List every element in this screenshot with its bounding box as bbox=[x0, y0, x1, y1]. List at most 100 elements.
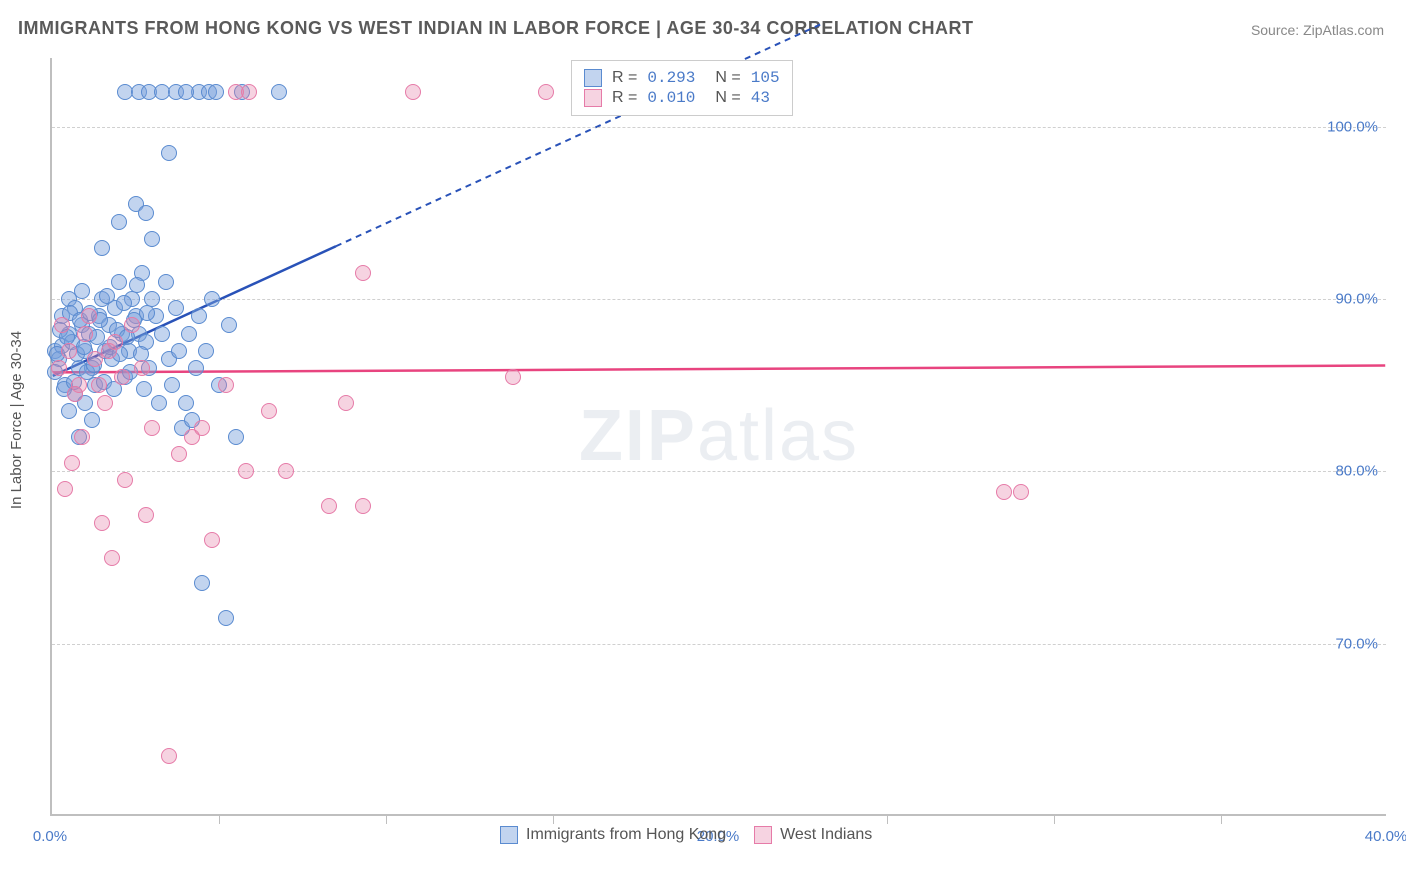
scatter-point bbox=[168, 300, 184, 316]
stats-legend: R = 0.293 N = 105 R =0.010N = 43 bbox=[571, 60, 793, 116]
legend-item: Immigrants from Hong Kong bbox=[500, 826, 726, 844]
x-tick bbox=[887, 814, 888, 824]
scatter-point bbox=[114, 369, 130, 385]
r-value: 0.293 bbox=[647, 69, 695, 87]
plot-area: ZIPatlas 70.0%80.0%90.0%100.0% bbox=[50, 58, 1386, 816]
scatter-point bbox=[99, 288, 115, 304]
scatter-point bbox=[238, 463, 254, 479]
legend-swatch bbox=[500, 826, 518, 844]
n-label: N = bbox=[715, 89, 740, 107]
y-tick-label: 70.0% bbox=[1335, 635, 1378, 652]
scatter-point bbox=[91, 377, 107, 393]
series-legend: Immigrants from Hong Kong West Indians bbox=[500, 826, 872, 844]
scatter-point bbox=[61, 403, 77, 419]
scatter-point bbox=[221, 317, 237, 333]
n-value: 105 bbox=[751, 69, 780, 87]
scatter-point bbox=[117, 472, 133, 488]
scatter-point bbox=[261, 403, 277, 419]
scatter-point bbox=[538, 84, 554, 100]
x-tick bbox=[1054, 814, 1055, 824]
scatter-point bbox=[97, 395, 113, 411]
scatter-point bbox=[321, 498, 337, 514]
legend-item: West Indians bbox=[754, 826, 872, 844]
y-tick-label: 80.0% bbox=[1335, 463, 1378, 480]
scatter-point bbox=[134, 360, 150, 376]
r-label: R = bbox=[612, 69, 637, 87]
regression-line-dashed bbox=[336, 24, 822, 247]
scatter-point bbox=[77, 326, 93, 342]
x-tick-label: 40.0% bbox=[1365, 828, 1406, 845]
scatter-point bbox=[178, 395, 194, 411]
legend-swatch bbox=[584, 89, 602, 107]
scatter-point bbox=[61, 343, 77, 359]
scatter-point bbox=[94, 240, 110, 256]
scatter-point bbox=[64, 455, 80, 471]
scatter-point bbox=[138, 205, 154, 221]
y-tick-label: 90.0% bbox=[1335, 291, 1378, 308]
x-tick-label: 0.0% bbox=[33, 828, 67, 845]
y-axis-label: In Labor Force | Age 30-34 bbox=[8, 331, 25, 509]
scatter-point bbox=[204, 532, 220, 548]
n-value: 43 bbox=[751, 89, 770, 107]
scatter-point bbox=[158, 274, 174, 290]
scatter-point bbox=[116, 295, 132, 311]
scatter-point bbox=[1013, 484, 1029, 500]
stats-legend-row: R =0.010N = 43 bbox=[584, 89, 780, 107]
scatter-point bbox=[161, 748, 177, 764]
scatter-point bbox=[204, 291, 220, 307]
scatter-point bbox=[271, 84, 287, 100]
scatter-point bbox=[111, 274, 127, 290]
scatter-point bbox=[54, 317, 70, 333]
scatter-point bbox=[67, 386, 83, 402]
scatter-point bbox=[355, 498, 371, 514]
scatter-point bbox=[104, 550, 120, 566]
y-tick-label: 100.0% bbox=[1327, 118, 1378, 135]
gridline bbox=[52, 127, 1386, 128]
scatter-point bbox=[138, 507, 154, 523]
scatter-point bbox=[228, 429, 244, 445]
regression-line bbox=[53, 366, 1385, 373]
scatter-point bbox=[139, 305, 155, 321]
scatter-point bbox=[405, 84, 421, 100]
scatter-point bbox=[278, 463, 294, 479]
scatter-point bbox=[171, 446, 187, 462]
gridline bbox=[52, 644, 1386, 645]
scatter-point bbox=[124, 317, 140, 333]
scatter-point bbox=[178, 84, 194, 100]
scatter-point bbox=[188, 360, 204, 376]
scatter-point bbox=[74, 283, 90, 299]
n-label: N = bbox=[715, 69, 740, 87]
scatter-point bbox=[241, 84, 257, 100]
scatter-point bbox=[84, 412, 100, 428]
scatter-point bbox=[171, 343, 187, 359]
scatter-point bbox=[81, 308, 97, 324]
scatter-point bbox=[94, 515, 110, 531]
scatter-point bbox=[218, 610, 234, 626]
scatter-point bbox=[129, 277, 145, 293]
scatter-point bbox=[338, 395, 354, 411]
scatter-point bbox=[198, 343, 214, 359]
gridline bbox=[52, 299, 1386, 300]
r-label: R = bbox=[612, 89, 637, 107]
scatter-point bbox=[164, 377, 180, 393]
x-tick bbox=[219, 814, 220, 824]
scatter-point bbox=[51, 360, 67, 376]
scatter-point bbox=[154, 326, 170, 342]
scatter-point bbox=[184, 429, 200, 445]
scatter-point bbox=[74, 429, 90, 445]
legend-label: West Indians bbox=[780, 826, 872, 844]
scatter-point bbox=[355, 265, 371, 281]
scatter-point bbox=[57, 481, 73, 497]
scatter-point bbox=[505, 369, 521, 385]
source-label: Source: ZipAtlas.com bbox=[1251, 22, 1384, 38]
legend-swatch bbox=[584, 69, 602, 87]
x-tick bbox=[553, 814, 554, 824]
x-tick bbox=[386, 814, 387, 824]
scatter-point bbox=[136, 381, 152, 397]
scatter-point bbox=[996, 484, 1012, 500]
scatter-point bbox=[161, 145, 177, 161]
x-tick bbox=[1221, 814, 1222, 824]
scatter-point bbox=[194, 575, 210, 591]
scatter-point bbox=[218, 377, 234, 393]
scatter-point bbox=[191, 308, 207, 324]
